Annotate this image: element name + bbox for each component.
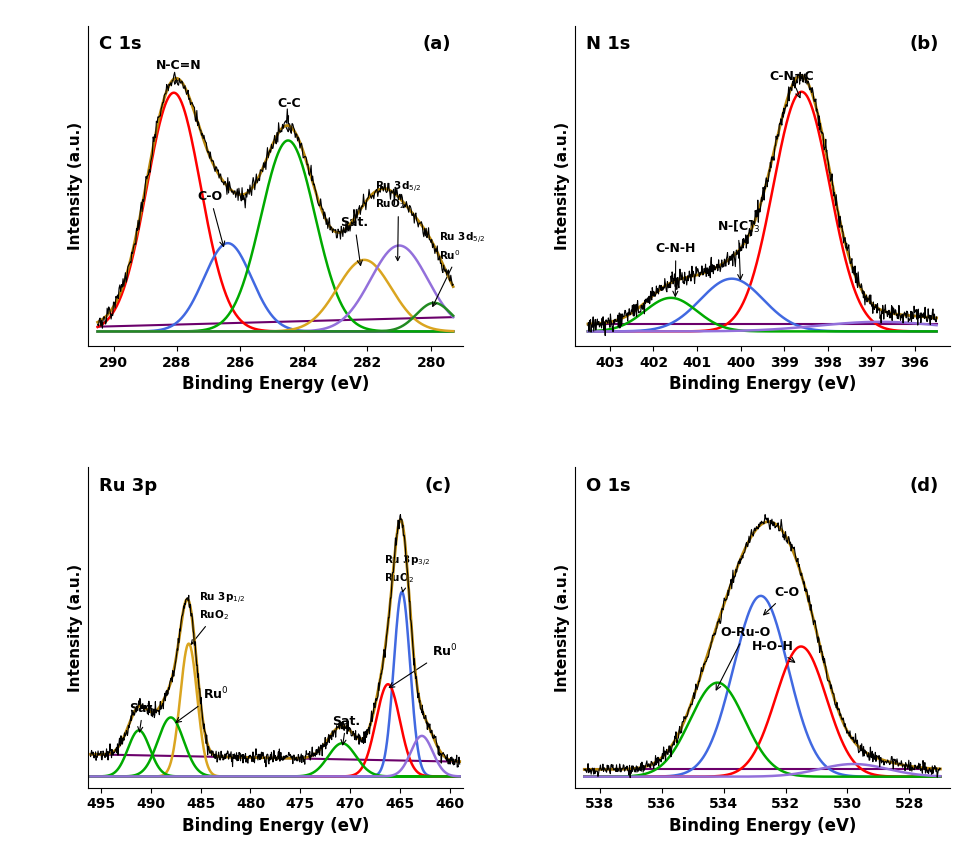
- X-axis label: Binding Energy (eV): Binding Energy (eV): [668, 817, 855, 835]
- Text: C-O: C-O: [198, 190, 224, 247]
- Text: Sat.: Sat.: [129, 702, 156, 732]
- Text: Sat.: Sat.: [340, 217, 369, 265]
- Text: Ru$^0$: Ru$^0$: [176, 686, 228, 722]
- Text: C 1s: C 1s: [99, 35, 142, 53]
- Y-axis label: Intensity (a.u.): Intensity (a.u.): [67, 563, 82, 692]
- Text: Ru 3p$_{1/2}$
RuO$_2$: Ru 3p$_{1/2}$ RuO$_2$: [191, 591, 244, 645]
- Text: O-Ru-O: O-Ru-O: [716, 626, 770, 690]
- Text: C-O: C-O: [763, 586, 799, 615]
- Text: (d): (d): [909, 477, 938, 495]
- Text: N 1s: N 1s: [586, 35, 630, 53]
- Text: Ru 3d$_{5/2}$
RuO$_2$: Ru 3d$_{5/2}$ RuO$_2$: [375, 181, 422, 260]
- Text: Ru 3p$_{3/2}$
RuO$_2$: Ru 3p$_{3/2}$ RuO$_2$: [383, 554, 430, 591]
- Text: (a): (a): [422, 35, 451, 53]
- Text: Ru 3d$_{5/2}$
Ru$^0$: Ru 3d$_{5/2}$ Ru$^0$: [432, 230, 485, 306]
- Y-axis label: Intensity (a.u.): Intensity (a.u.): [554, 563, 569, 692]
- Text: Ru$^0$: Ru$^0$: [389, 643, 457, 687]
- Y-axis label: Intensity (a.u.): Intensity (a.u.): [67, 122, 82, 250]
- Text: C-N-H: C-N-H: [655, 242, 695, 296]
- Text: H-O-H: H-O-H: [751, 640, 794, 663]
- Text: C-C: C-C: [277, 97, 300, 132]
- Text: N-C=N: N-C=N: [156, 59, 201, 84]
- Text: N-[C]$_3$: N-[C]$_3$: [716, 219, 759, 279]
- Y-axis label: Intensity (a.u.): Intensity (a.u.): [554, 122, 569, 250]
- X-axis label: Binding Energy (eV): Binding Energy (eV): [668, 375, 855, 393]
- Text: Ru 3p: Ru 3p: [99, 477, 157, 495]
- Text: O 1s: O 1s: [586, 477, 630, 495]
- X-axis label: Binding Energy (eV): Binding Energy (eV): [182, 375, 369, 393]
- X-axis label: Binding Energy (eV): Binding Energy (eV): [182, 817, 369, 835]
- Text: (b): (b): [909, 35, 938, 53]
- Text: Sat.: Sat.: [332, 715, 360, 745]
- Text: C-N=C: C-N=C: [768, 70, 813, 98]
- Text: (c): (c): [423, 477, 451, 495]
